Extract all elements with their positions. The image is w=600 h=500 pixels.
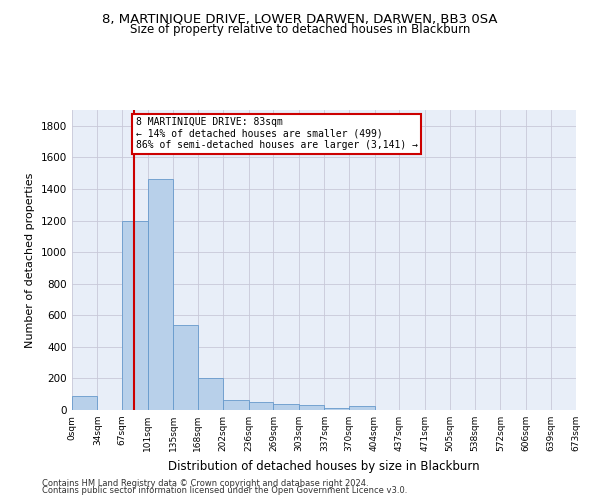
Text: Size of property relative to detached houses in Blackburn: Size of property relative to detached ho… [130, 22, 470, 36]
Y-axis label: Number of detached properties: Number of detached properties [25, 172, 35, 348]
Bar [198, 378, 223, 410]
Bar [223, 400, 249, 410]
Text: 8, MARTINIQUE DRIVE, LOWER DARWEN, DARWEN, BB3 0SA: 8, MARTINIQUE DRIVE, LOWER DARWEN, DARWE… [102, 12, 498, 26]
Bar [299, 406, 325, 410]
Bar [148, 180, 173, 410]
Bar [349, 406, 374, 410]
Text: Contains HM Land Registry data © Crown copyright and database right 2024.: Contains HM Land Registry data © Crown c… [42, 478, 368, 488]
Bar [325, 408, 349, 410]
Bar [274, 404, 299, 410]
Bar [122, 220, 148, 410]
Bar [72, 396, 97, 410]
Text: Contains public sector information licensed under the Open Government Licence v3: Contains public sector information licen… [42, 486, 407, 495]
Bar [173, 324, 198, 410]
X-axis label: Distribution of detached houses by size in Blackburn: Distribution of detached houses by size … [168, 460, 480, 472]
Text: 8 MARTINIQUE DRIVE: 83sqm
← 14% of detached houses are smaller (499)
86% of semi: 8 MARTINIQUE DRIVE: 83sqm ← 14% of detac… [136, 117, 418, 150]
Bar [249, 402, 274, 410]
